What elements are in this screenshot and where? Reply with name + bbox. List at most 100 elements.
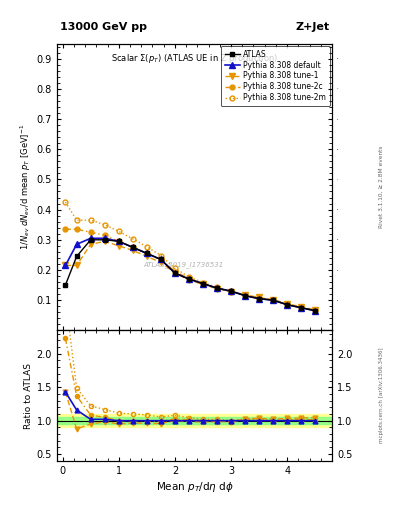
Pythia 8.308 tune-2c [102,232,107,239]
Pythia 8.308 tune-1 [116,243,121,249]
Y-axis label: Ratio to ATLAS: Ratio to ATLAS [24,362,33,429]
Pythia 8.308 tune-2m [173,265,177,271]
ATLAS [215,285,219,291]
Pythia 8.308 tune-1 [173,270,177,276]
Pythia 8.308 tune-2m [229,288,233,294]
ATLAS [88,237,93,243]
Pythia 8.308 tune-1 [63,263,68,269]
Pythia 8.308 default [257,295,261,302]
Pythia 8.308 default [229,288,233,294]
Pythia 8.308 default [215,285,219,291]
Pythia 8.308 tune-1 [130,247,135,253]
Line: Pythia 8.308 tune-2m: Pythia 8.308 tune-2m [63,200,318,313]
Line: Pythia 8.308 tune-1: Pythia 8.308 tune-1 [62,239,318,313]
Pythia 8.308 tune-2m [271,297,275,303]
Pythia 8.308 tune-2m [257,295,261,301]
ATLAS [187,276,191,282]
Pythia 8.308 tune-2c [63,226,68,232]
Text: mcplots.cern.ch [arXiv:1306.3436]: mcplots.cern.ch [arXiv:1306.3436] [379,348,384,443]
Pythia 8.308 default [158,257,163,263]
Pythia 8.308 default [74,241,79,247]
Pythia 8.308 tune-2c [74,226,79,232]
Pythia 8.308 tune-2c [313,307,318,313]
Pythia 8.308 default [173,270,177,276]
Pythia 8.308 tune-1 [285,301,290,307]
Pythia 8.308 default [200,281,205,287]
Pythia 8.308 default [63,263,68,269]
Pythia 8.308 tune-2m [158,252,163,259]
ATLAS [313,308,318,314]
ATLAS [116,238,121,244]
Bar [57,414,332,428]
Pythia 8.308 tune-2m [187,273,191,280]
Text: Rivet 3.1.10, ≥ 2.8M events: Rivet 3.1.10, ≥ 2.8M events [379,146,384,228]
ATLAS [74,253,79,260]
Pythia 8.308 tune-1 [102,238,107,244]
Pythia 8.308 tune-2c [145,250,149,257]
Pythia 8.308 tune-2c [187,275,191,282]
Pythia 8.308 tune-2c [116,238,121,244]
Pythia 8.308 default [130,244,135,250]
Pythia 8.308 tune-2c [271,297,275,303]
Pythia 8.308 default [313,308,318,314]
Line: Pythia 8.308 tune-2c: Pythia 8.308 tune-2c [63,227,318,313]
Pythia 8.308 tune-2m [299,304,303,310]
ATLAS [285,302,290,308]
X-axis label: Mean $p_T$/d$\eta$ d$\phi$: Mean $p_T$/d$\eta$ d$\phi$ [156,480,233,494]
Pythia 8.308 tune-2c [88,229,93,236]
ATLAS [229,288,233,294]
Y-axis label: $1/N_{ev}$ $dN_{ev}$/d mean $p_T$ [GeV]$^{-1}$: $1/N_{ev}$ $dN_{ev}$/d mean $p_T$ [GeV]$… [18,124,33,250]
Pythia 8.308 tune-2m [285,302,290,308]
Line: Pythia 8.308 default: Pythia 8.308 default [62,236,318,313]
Text: Z+Jet: Z+Jet [295,22,329,32]
ATLAS [173,270,177,276]
Pythia 8.308 tune-1 [243,292,248,298]
ATLAS [63,282,68,288]
Pythia 8.308 default [285,302,290,308]
Pythia 8.308 tune-1 [299,304,303,310]
Pythia 8.308 tune-2m [116,228,121,234]
Pythia 8.308 default [88,235,93,241]
ATLAS [145,250,149,257]
Line: ATLAS: ATLAS [63,238,318,313]
Pythia 8.308 tune-1 [257,294,261,301]
Pythia 8.308 tune-1 [88,241,93,247]
Pythia 8.308 tune-2c [158,257,163,263]
ATLAS [102,237,107,243]
Pythia 8.308 tune-2c [299,304,303,310]
Pythia 8.308 default [102,235,107,241]
ATLAS [299,305,303,311]
Pythia 8.308 tune-2c [257,295,261,301]
Pythia 8.308 tune-2m [215,284,219,290]
Pythia 8.308 tune-2c [285,302,290,308]
Pythia 8.308 tune-2m [200,280,205,286]
Pythia 8.308 tune-2m [313,307,318,313]
Pythia 8.308 tune-2c [130,244,135,250]
Pythia 8.308 default [187,276,191,282]
ATLAS [243,292,248,298]
Pythia 8.308 tune-2c [173,268,177,274]
ATLAS [271,297,275,303]
Pythia 8.308 tune-2m [145,244,149,250]
Pythia 8.308 tune-1 [229,289,233,295]
Pythia 8.308 tune-2c [243,292,248,298]
Pythia 8.308 default [145,250,149,257]
Pythia 8.308 tune-2m [243,292,248,298]
ATLAS [200,281,205,287]
Pythia 8.308 tune-1 [313,307,318,313]
Pythia 8.308 tune-2m [63,199,68,205]
ATLAS [158,257,163,263]
Pythia 8.308 tune-2m [88,217,93,223]
Pythia 8.308 default [271,297,275,303]
Pythia 8.308 tune-1 [215,286,219,292]
Pythia 8.308 tune-2c [215,285,219,291]
Pythia 8.308 tune-2m [130,236,135,242]
Legend: ATLAS, Pythia 8.308 default, Pythia 8.308 tune-1, Pythia 8.308 tune-2c, Pythia 8: ATLAS, Pythia 8.308 default, Pythia 8.30… [221,46,330,106]
Pythia 8.308 tune-1 [187,276,191,283]
Bar [57,417,332,424]
Text: Scalar $\Sigma(p_T)$ (ATLAS UE in Z production): Scalar $\Sigma(p_T)$ (ATLAS UE in Z prod… [111,52,278,65]
Pythia 8.308 tune-2m [74,217,79,223]
Text: ATLAS_2019_I1736531: ATLAS_2019_I1736531 [143,261,224,268]
Text: 13000 GeV pp: 13000 GeV pp [60,22,147,32]
Pythia 8.308 tune-2c [229,289,233,295]
